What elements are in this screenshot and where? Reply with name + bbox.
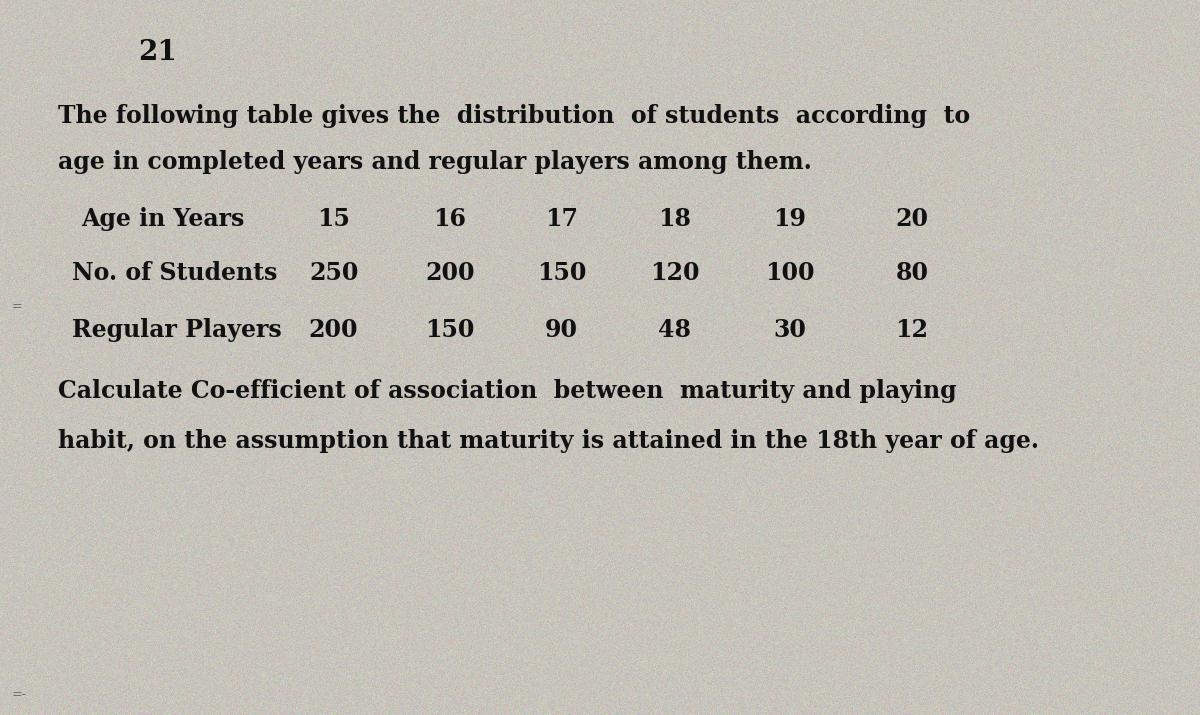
Text: habit, on the assumption that maturity is attained in the 18th year of age.: habit, on the assumption that maturity i… <box>58 429 1038 453</box>
Text: age in completed years and regular players among them.: age in completed years and regular playe… <box>58 150 811 174</box>
Text: Calculate Co-efficient of association  between  maturity and playing: Calculate Co-efficient of association be… <box>58 379 956 403</box>
Text: Regular Players: Regular Players <box>72 318 282 342</box>
Text: 120: 120 <box>649 261 700 285</box>
Text: 19: 19 <box>773 207 806 232</box>
Text: 250: 250 <box>308 261 359 285</box>
Text: 15: 15 <box>317 207 350 232</box>
Text: =: = <box>12 300 23 313</box>
Text: 16: 16 <box>433 207 467 232</box>
Text: 17: 17 <box>545 207 578 232</box>
Text: 21: 21 <box>138 39 176 66</box>
Text: 18: 18 <box>658 207 691 232</box>
Text: No. of Students: No. of Students <box>72 261 277 285</box>
Text: 150: 150 <box>536 261 587 285</box>
Text: 90: 90 <box>545 318 578 342</box>
Text: 12: 12 <box>895 318 929 342</box>
Text: =-: =- <box>12 688 26 701</box>
Text: 150: 150 <box>425 318 475 342</box>
Text: 100: 100 <box>764 261 815 285</box>
Text: 20: 20 <box>895 207 929 232</box>
Text: 200: 200 <box>308 318 359 342</box>
Text: 200: 200 <box>425 261 475 285</box>
Text: 30: 30 <box>773 318 806 342</box>
Text: The following table gives the  distribution  of students  according  to: The following table gives the distributi… <box>58 104 970 128</box>
Text: 48: 48 <box>658 318 691 342</box>
Text: Age in Years: Age in Years <box>82 207 245 232</box>
Text: 80: 80 <box>895 261 929 285</box>
